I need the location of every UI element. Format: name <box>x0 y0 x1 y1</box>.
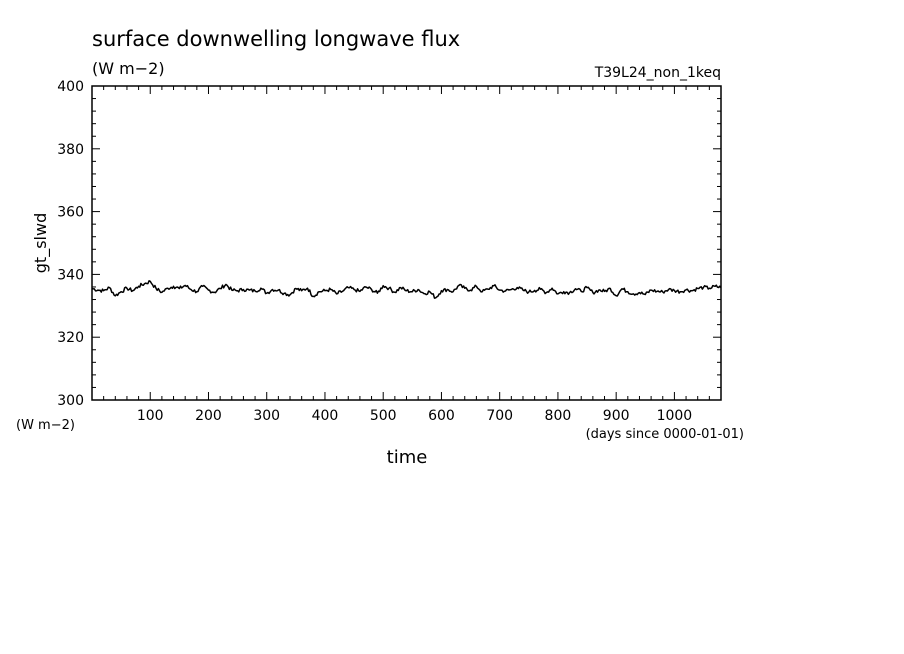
x-tick-labels: 100 200 300 400 500 600 700 800 900 1000 <box>137 408 692 424</box>
y-tick-label: 380 <box>57 142 84 158</box>
axis-ticks <box>91 85 722 401</box>
y-tick-label: 360 <box>57 205 84 221</box>
units-label: (W m−2) <box>92 59 165 78</box>
y-tick-label: 340 <box>57 267 84 283</box>
y-tick-label: 300 <box>57 393 84 409</box>
y-unit-label: (W m−2) <box>16 418 75 433</box>
x-tick-label: 500 <box>370 408 397 424</box>
x-tick-label: 400 <box>312 408 339 424</box>
x-tick-label: 800 <box>545 408 572 424</box>
x-tick-label: 700 <box>486 408 513 424</box>
x-unit-label: (days since 0000-01-01) <box>586 427 744 442</box>
y-tick-label: 320 <box>57 330 84 346</box>
x-tick-label: 100 <box>137 408 164 424</box>
chart-title: surface downwelling longwave flux <box>92 27 460 51</box>
y-tick-label: 400 <box>57 79 84 95</box>
series-line <box>91 280 722 299</box>
plot-frame <box>91 85 722 401</box>
x-axis-label: time <box>387 447 428 468</box>
y-tick-labels: 300 320 340 360 380 400 <box>57 79 84 409</box>
x-tick-label: 900 <box>603 408 630 424</box>
y-axis-label: gt_slwd <box>31 213 51 273</box>
x-tick-label: 600 <box>428 408 455 424</box>
run-label: T39L24_non_1keq <box>594 65 721 81</box>
x-tick-label: 1000 <box>657 408 693 424</box>
x-tick-label: 200 <box>195 408 222 424</box>
x-tick-label: 300 <box>253 408 280 424</box>
